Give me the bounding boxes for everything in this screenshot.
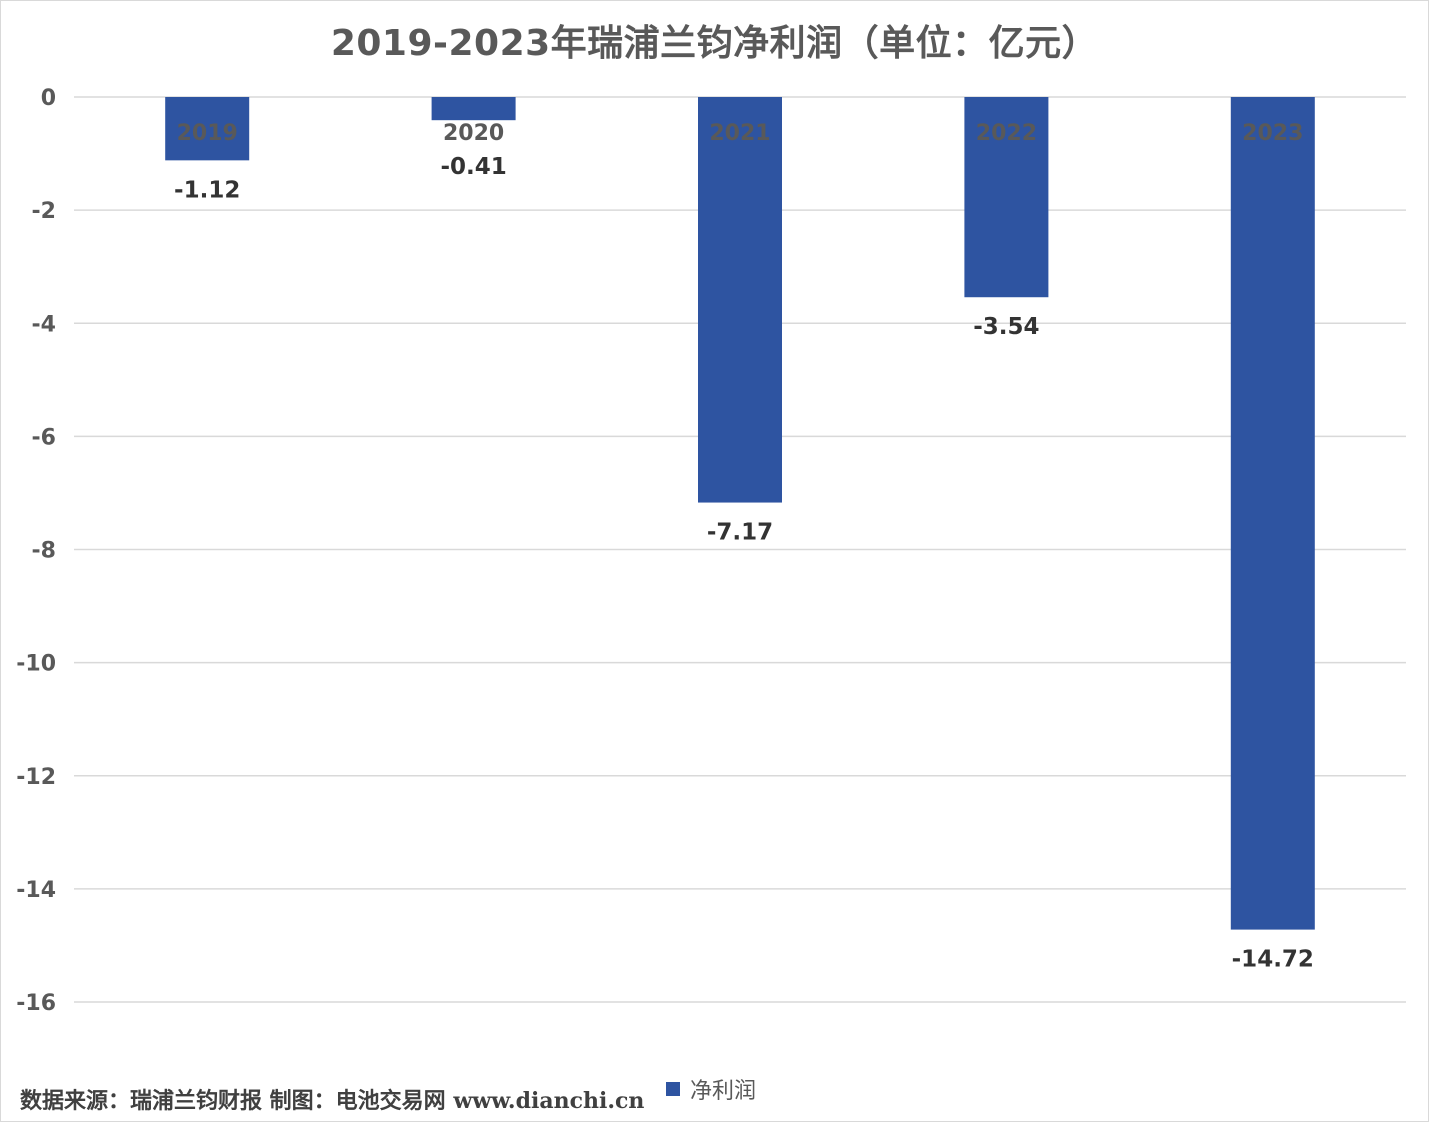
- y-tick-label: -16: [16, 991, 56, 1016]
- y-tick-label: 0: [41, 86, 56, 111]
- x-category-label: 2022: [976, 121, 1037, 146]
- legend-swatch: [666, 1082, 680, 1096]
- x-category-label: 2023: [1242, 121, 1303, 146]
- labels: 2019 -1.12 2020 -0.41 2021 -7.17 2022 -3.54 2023…: [174, 121, 1314, 973]
- bars: [165, 97, 1315, 930]
- data-label: -3.54: [973, 314, 1039, 340]
- data-label: -7.17: [707, 520, 773, 546]
- bar-2019: [165, 97, 250, 161]
- data-label: -0.41: [440, 154, 506, 180]
- data-label: -14.72: [1232, 947, 1314, 973]
- y-tick-label: -8: [32, 539, 56, 564]
- data-label: -1.12: [174, 177, 240, 203]
- source-note: 数据来源：瑞浦兰钧财报 制图：电池交易网 www.dianchi.cn: [20, 1088, 645, 1114]
- bar-2022: [964, 97, 1049, 298]
- bar-2020: [431, 97, 516, 121]
- y-tick-label: -2: [32, 199, 56, 224]
- bar-2021: [698, 97, 782, 503]
- x-category-label: 2020: [443, 121, 504, 146]
- y-axis-ticks: 0 -2 -4 -6 -8 -10 -12 -14 -16: [16, 86, 56, 1016]
- chart-title: 2019-2023年瑞浦兰钧净利润（单位：亿元）: [330, 23, 1099, 64]
- y-tick-label: -6: [32, 425, 56, 450]
- y-tick-label: -10: [16, 652, 56, 677]
- y-tick-label: -14: [16, 878, 56, 903]
- y-tick-label: -4: [32, 312, 56, 337]
- bar-2023: [1230, 97, 1315, 930]
- x-category-label: 2019: [177, 121, 238, 146]
- legend: 净利润: [666, 1073, 756, 1105]
- x-category-label: 2021: [709, 121, 770, 146]
- legend-label: 净利润: [690, 1079, 757, 1104]
- y-tick-label: -12: [16, 765, 56, 790]
